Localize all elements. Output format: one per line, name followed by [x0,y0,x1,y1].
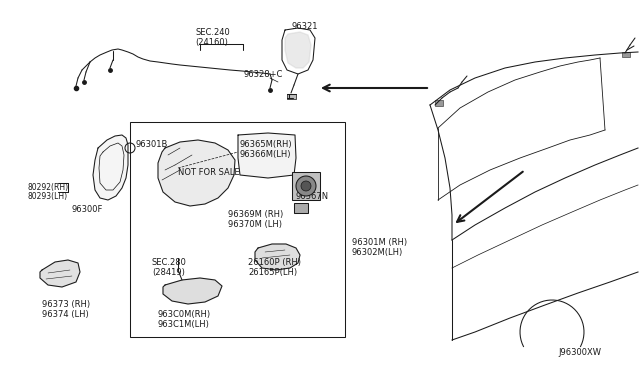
Circle shape [301,181,311,191]
Bar [287,94,296,99]
Text: 80293(LH): 80293(LH) [28,192,68,201]
Text: (24160): (24160) [195,38,228,47]
Text: J96300XW: J96300XW [558,348,601,357]
Polygon shape [238,133,296,178]
Text: 96369M (RH): 96369M (RH) [228,210,284,219]
Text: 96321: 96321 [292,22,319,31]
Text: 96373 (RH): 96373 (RH) [42,300,90,309]
Polygon shape [158,140,235,206]
Text: 963C0M(RH): 963C0M(RH) [158,310,211,319]
Text: SEC.280: SEC.280 [152,258,187,267]
Bar [622,52,630,57]
Text: 96374 (LH): 96374 (LH) [42,310,89,319]
Text: 963C1M(LH): 963C1M(LH) [158,320,210,329]
Text: 96366M(LH): 96366M(LH) [240,150,291,159]
Polygon shape [255,244,300,270]
Polygon shape [163,278,222,304]
Text: 96302M(LH): 96302M(LH) [352,248,403,257]
Bar [435,100,443,106]
Text: 80292(RH): 80292(RH) [28,183,69,192]
Text: 96370M (LH): 96370M (LH) [228,220,282,229]
Text: 96367N: 96367N [295,192,328,201]
Polygon shape [93,135,128,200]
Text: 96301M (RH): 96301M (RH) [352,238,407,247]
Text: 96365M(RH): 96365M(RH) [240,140,292,149]
Text: 96301B: 96301B [136,140,168,149]
Bar [130,122,345,337]
Polygon shape [40,260,80,287]
Text: NOT FOR SALE: NOT FOR SALE [178,168,239,177]
Bar [294,203,308,213]
Circle shape [296,176,316,196]
Text: 96300F: 96300F [72,205,104,214]
Text: (28419): (28419) [152,268,185,277]
Text: 96328+C: 96328+C [243,70,282,79]
Text: 26165P(LH): 26165P(LH) [248,268,297,277]
Text: 26160P (RH): 26160P (RH) [248,258,301,267]
Text: SEC.240: SEC.240 [195,28,230,37]
Bar [292,172,320,200]
Polygon shape [285,32,311,68]
